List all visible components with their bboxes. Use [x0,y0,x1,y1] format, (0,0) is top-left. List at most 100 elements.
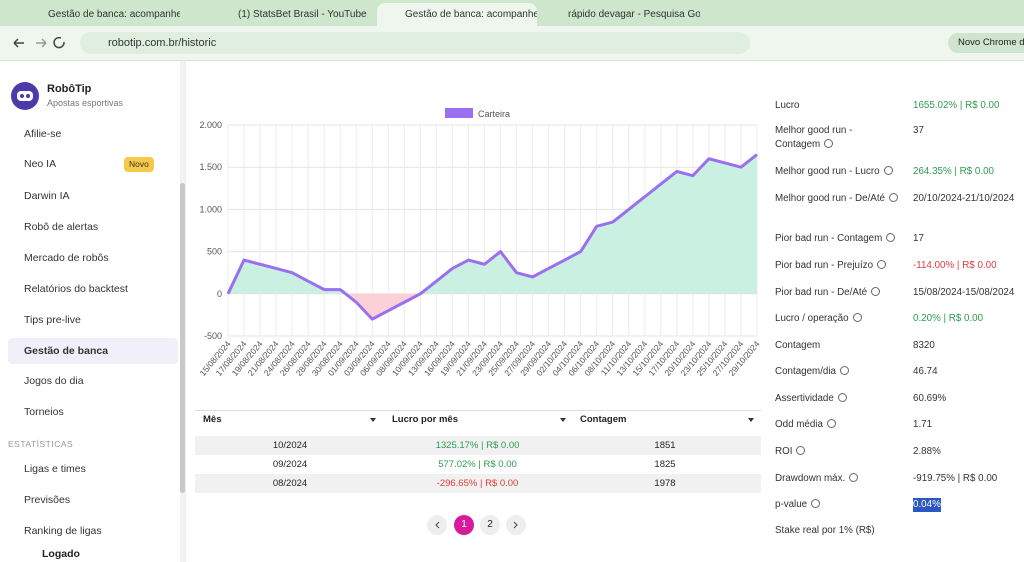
stat-value: 20/10/2024-21/10/2024 [913,193,1015,204]
nav-item[interactable]: Ranking de ligas [24,525,102,537]
nav-item[interactable]: Torneios [24,406,64,418]
line [226,153,758,321]
table-cell: 10/2024 [272,440,308,451]
stat-value: 1.71 [913,419,933,430]
profile-button[interactable]: Novo Chrome disp [948,33,1024,53]
table-cell: 577.02% | R$ 0.00 [438,459,517,470]
scrollbar [180,61,185,562]
sidebar: RobôTip Apostas esportivas Afilie-se Neo … [0,61,186,562]
stat-label: ROI [775,445,900,459]
info-icon[interactable] [840,366,849,375]
info-icon[interactable] [883,166,893,175]
page-button[interactable]: 2 [480,515,500,535]
table-row-bg [195,436,761,455]
y-tick-label: 1.500 [199,162,222,172]
tab[interactable]: (1) StatsBet Brasil - YouTube [238,9,367,20]
stat-value: 17 [913,233,924,244]
stat-value: 60.69% [913,393,947,404]
address-bar[interactable]: robotip.com.br/historic [80,32,750,54]
info-icon[interactable] [824,139,834,148]
info-icon[interactable] [852,313,862,322]
table-row-bg [195,474,761,493]
info-icon[interactable] [811,499,821,508]
y-tick-label: 500 [207,247,222,257]
nav-item[interactable]: Mercado de robôs [24,252,109,264]
info-icon[interactable] [796,446,806,455]
page-button[interactable]: 1 [454,515,474,535]
y-tick-label: 0 [217,289,222,299]
stat-label: Melhor good run - Lucro [775,165,900,179]
y-tick-label: 2.000 [199,120,222,130]
table-cell: 1851 [654,440,676,451]
stat-value: -919.75% | R$ 0.00 [913,473,998,484]
stat-value: 264.35% | R$ 0.00 [913,166,994,177]
stat-value: 37 [913,125,924,136]
table-cell: 1325.17% | R$ 0.00 [435,440,520,451]
sort-icon[interactable] [560,418,566,422]
info-icon[interactable] [886,233,896,242]
info-icon[interactable] [826,419,836,428]
y-tick-label: 1.000 [199,204,222,214]
nav-buttons[interactable] [0,26,70,60]
nav-item[interactable]: Robô de alertas [24,221,99,233]
tab[interactable]: Gestão de banca: acompanhe t [377,3,537,26]
table-cell: 1825 [654,459,676,470]
nav-item[interactable]: Relatórios do backtest [24,283,128,295]
stat-label: Pior bad run - Prejuízo [775,259,900,273]
area-positive [228,154,757,294]
stat-label: Pior bad run - De/Até [775,286,900,300]
logo [11,82,39,110]
nav-item[interactable]: Gestão de banca [8,338,178,364]
sort-icon[interactable] [748,418,754,422]
table-header: Contagem [580,414,627,425]
nav-item[interactable]: Afilie-se [24,128,62,140]
table-cell: 09/2024 [272,459,308,470]
table-header: Mês [203,414,222,425]
stat-label: Drawdown máx. [775,472,900,486]
y-tick-label: -500 [204,331,222,341]
info-icon[interactable] [871,287,881,296]
stat-value: 8320 [913,340,935,351]
stat-label: Lucro / operação [775,312,900,326]
stat-label: Stake real por 1% (R$) [775,525,875,536]
nav-item[interactable]: Darwin IA [24,190,70,202]
nav-item[interactable]: Tips pre-live [24,314,81,326]
user-name: Logado [42,548,80,560]
stat-label: Odd média [775,418,900,432]
tab[interactable]: rápido devagar - Pesquisa Goo [568,9,700,20]
stat-label: Contagem/dia [775,365,900,379]
stat-value: 2.88% [913,446,941,457]
stat-label: Lucro [775,100,800,111]
sort-icon[interactable] [370,418,376,422]
nav-item[interactable]: Previsões [24,494,71,506]
table-rule [195,410,761,411]
legend-swatch [445,108,473,118]
nav-item[interactable]: Ligas e times [24,463,86,475]
info-icon[interactable] [837,393,847,402]
table-cell: 08/2024 [272,478,308,489]
table-cell: -296.65% | R$ 0.00 [436,478,519,489]
area-negative [345,293,421,320]
brand: RobôTip [47,83,92,95]
nav-item[interactable]: Neo IA Novo [8,151,178,177]
nav-item[interactable]: Jogos do dia [24,375,84,387]
legend-label: Carteira [478,109,510,119]
badge: Novo [124,157,154,172]
stat-label: Pior bad run - Contagem [775,232,900,246]
info-icon[interactable] [849,473,859,482]
stat-value: 0.20% | R$ 0.00 [913,313,984,324]
stat-label: Melhor good run - De/Até [775,192,900,206]
stat-value: 46.74 [913,366,938,377]
stat-value: 15/08/2024-15/08/2024 [913,287,1015,298]
table-header: Lucro por mês [392,414,458,425]
stat-label: Assertividade [775,392,900,406]
tagline: Apostas esportivas [47,98,124,108]
chart: -50005001.0001.5002.00015/08/202417/08/2… [198,108,762,378]
stat-label: Contagem [775,340,821,351]
info-icon[interactable] [877,260,887,269]
tab[interactable]: Gestão de banca: acompanhe t [48,9,180,20]
stat-label: Melhor good run - Contagem [775,125,853,150]
info-icon[interactable] [889,193,898,202]
